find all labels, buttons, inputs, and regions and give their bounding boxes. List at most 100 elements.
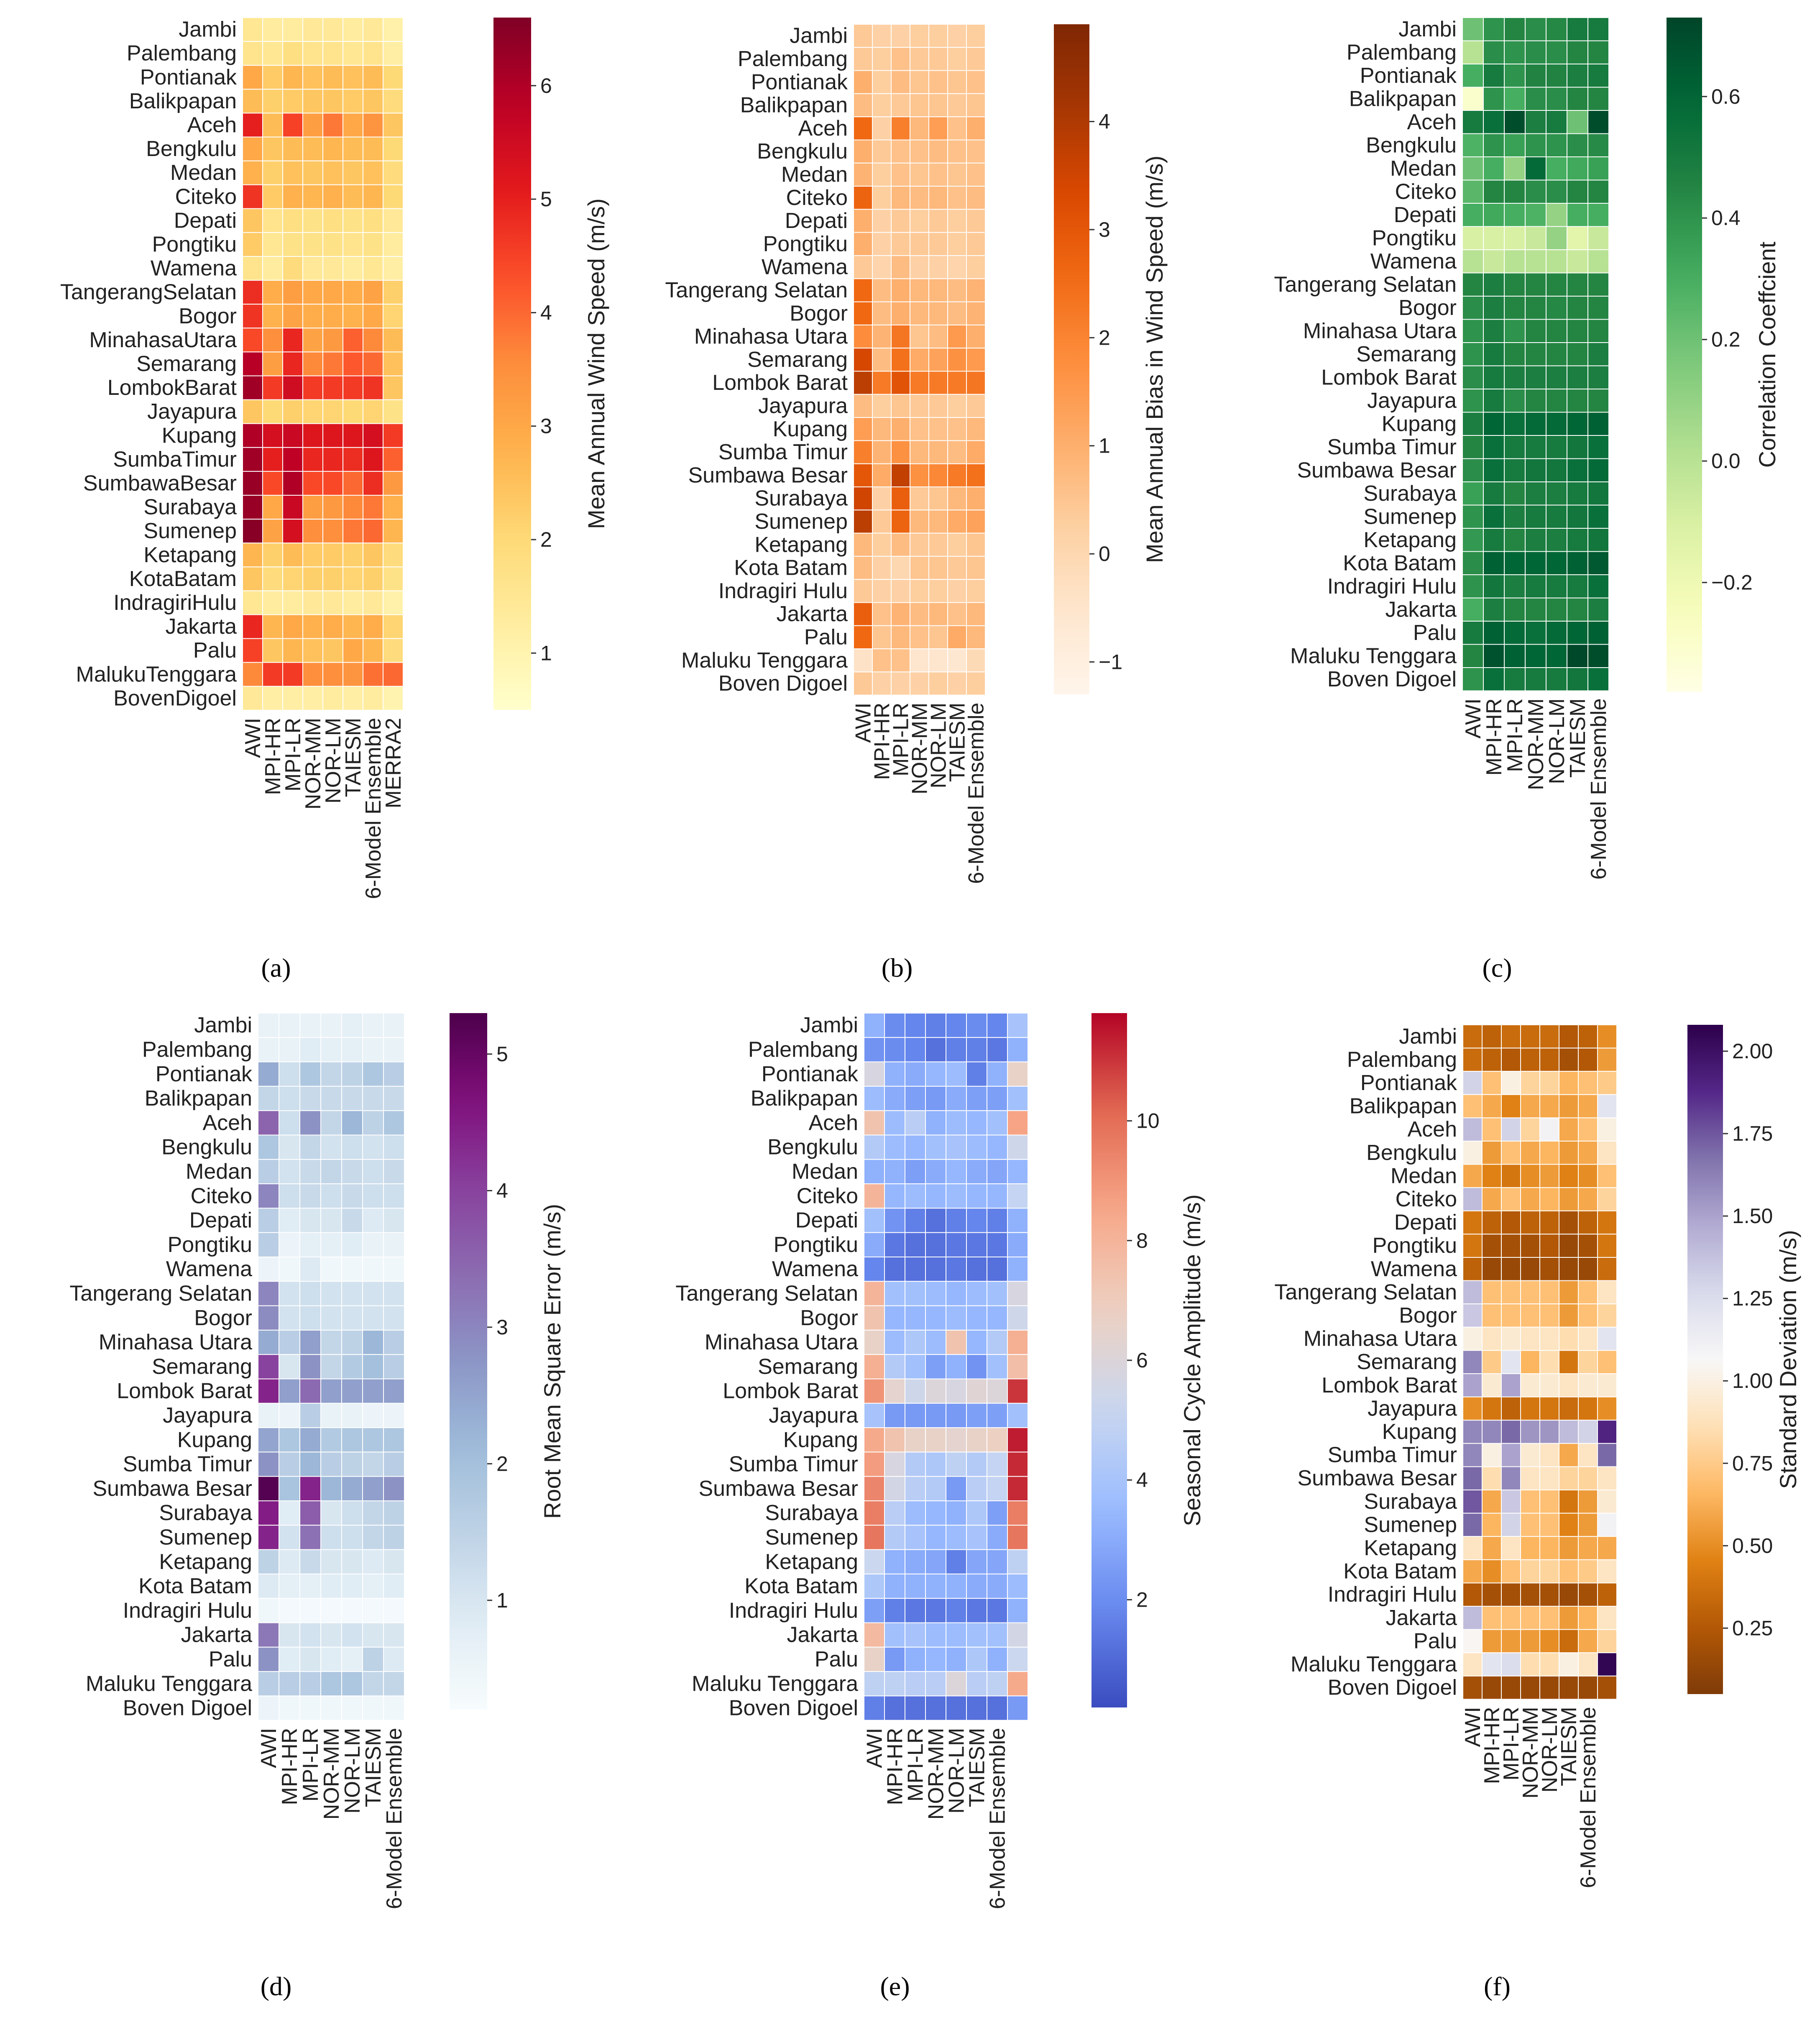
heatmap-cell <box>925 1427 946 1453</box>
heatmap-cell <box>363 590 383 615</box>
heatmap-cell <box>1520 1675 1540 1700</box>
heatmap-cell <box>1546 110 1567 134</box>
heatmap-cell <box>1567 551 1588 575</box>
heatmap-cell <box>947 486 967 511</box>
heatmap-cell <box>299 1110 321 1136</box>
heatmap-cell <box>1559 1303 1579 1328</box>
heatmap-cell <box>1539 1629 1559 1654</box>
heatmap-cell <box>1539 1513 1559 1537</box>
heatmap-cell <box>891 24 910 48</box>
heatmap-cell <box>1525 110 1546 134</box>
heatmap-cell <box>1567 64 1588 88</box>
colorbar <box>1667 18 1702 692</box>
heatmap-cell <box>1546 87 1567 111</box>
heatmap-cell <box>946 1061 967 1087</box>
colorbar-tick-label: 4 <box>1136 1468 1148 1492</box>
heatmap-cell <box>853 417 873 441</box>
row-label: Jambi <box>1399 1024 1457 1049</box>
heatmap-cell <box>947 116 967 141</box>
heatmap-cell <box>1578 1559 1598 1584</box>
heatmap-cell <box>258 1329 279 1355</box>
heatmap-cell <box>884 1232 905 1258</box>
heatmap-cell <box>925 1451 946 1477</box>
row-label: Tangerang Selatan <box>1274 272 1457 297</box>
heatmap-cell <box>1462 179 1484 204</box>
heatmap-cell <box>1525 342 1546 366</box>
heatmap-cell <box>1520 1257 1540 1281</box>
heatmap-cell <box>1462 644 1484 668</box>
heatmap-cell <box>320 1281 342 1306</box>
panel-caption: (f) <box>1484 1971 1511 2001</box>
heatmap-cell <box>1482 1350 1502 1375</box>
heatmap-cell <box>1520 1629 1540 1654</box>
heatmap-cell <box>1567 481 1588 506</box>
heatmap-cell <box>1482 1420 1502 1444</box>
heatmap-cell <box>383 1646 405 1672</box>
heatmap-cell <box>383 1085 405 1111</box>
heatmap-cell <box>1520 1047 1540 1072</box>
heatmap-cell <box>1567 644 1588 668</box>
heatmap-cell <box>884 1037 905 1062</box>
heatmap-cell <box>322 566 343 591</box>
heatmap-cell <box>383 566 404 591</box>
heatmap-cell <box>258 1061 279 1087</box>
heatmap-cell <box>1482 1234 1502 1258</box>
heatmap-cell <box>872 139 892 164</box>
heatmap-cell <box>1504 296 1526 320</box>
heatmap-cell <box>322 256 343 281</box>
heatmap-cell <box>1482 1466 1502 1491</box>
heatmap-cell <box>383 232 404 257</box>
heatmap-cell <box>262 136 283 161</box>
heatmap-cell <box>322 136 343 161</box>
heatmap-cell <box>1578 1606 1598 1630</box>
heatmap-cell <box>383 1305 405 1331</box>
heatmap-cell <box>341 1329 363 1355</box>
heatmap-cell <box>884 1695 905 1721</box>
heatmap-cell <box>1597 1141 1617 1165</box>
heatmap-cell <box>299 1183 321 1209</box>
heatmap-cell <box>925 1232 946 1258</box>
heatmap-cell <box>242 184 263 209</box>
row-label: Palembang <box>738 47 848 71</box>
heatmap-cell <box>1597 1652 1617 1677</box>
heatmap-cell <box>1567 226 1588 250</box>
heatmap-cell <box>872 648 892 673</box>
heatmap-cell <box>946 1085 967 1111</box>
colorbar-tick-label: 3 <box>1099 218 1110 241</box>
row-label: Jayapura <box>163 1403 252 1428</box>
column-label: NOR-LM <box>321 718 345 804</box>
heatmap-cell <box>1567 17 1588 41</box>
heatmap-cell <box>946 1037 967 1062</box>
row-label: Sumba Timur <box>1328 1443 1457 1467</box>
heatmap-cell <box>363 471 383 496</box>
heatmap-cell <box>341 1354 363 1380</box>
heatmap-cell <box>1007 1159 1028 1185</box>
heatmap-cell <box>966 139 986 164</box>
heatmap-cell <box>383 686 404 711</box>
row-label: Kupang <box>162 423 237 448</box>
heatmap-cell <box>1539 1396 1559 1421</box>
colorbar <box>1091 1013 1127 1707</box>
heatmap-cell <box>1539 1094 1559 1119</box>
heatmap-cell <box>299 1598 321 1623</box>
heatmap-a: JambiPalembangPontianakBalikpapanAcehBen… <box>60 17 609 983</box>
heatmap-cell <box>362 1671 384 1697</box>
heatmap-cell <box>383 375 404 400</box>
heatmap-cell <box>1520 1210 1540 1235</box>
panel-caption: (d) <box>261 1971 292 2001</box>
heatmap-cell <box>341 1281 363 1306</box>
heatmap-cell <box>262 208 283 233</box>
heatmap-cell <box>242 471 263 496</box>
heatmap-cell <box>1501 1257 1521 1281</box>
heatmap-cell <box>1483 133 1505 157</box>
row-label: Semarang <box>747 348 848 372</box>
heatmap-cell <box>1567 435 1588 459</box>
heatmap-cell <box>1462 481 1484 506</box>
heatmap-cell <box>1462 1117 1483 1142</box>
heatmap-cell <box>258 1183 279 1209</box>
heatmap-cell <box>910 24 929 48</box>
heatmap-cell <box>1578 1675 1598 1700</box>
row-label: Boven Digoel <box>123 1696 252 1720</box>
heatmap-cell <box>928 532 948 557</box>
heatmap-cell <box>910 255 929 279</box>
